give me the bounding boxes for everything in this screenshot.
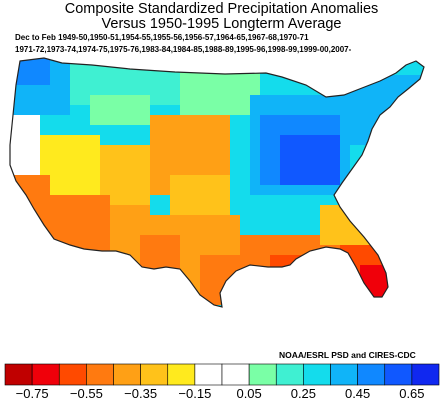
legend-tick-label: 0.45 xyxy=(344,386,371,401)
data-source-credit: NOAA/ESRL PSD and CIRES-CDC xyxy=(279,350,416,360)
legend-swatch xyxy=(31,363,60,386)
legend-swatch xyxy=(221,363,250,386)
legend-tick-label: −0.75 xyxy=(15,386,49,401)
legend-swatch xyxy=(86,363,114,386)
legend-tick-label: −0.55 xyxy=(69,386,103,401)
map-title-line1: Composite Standardized Precipitation Ano… xyxy=(64,1,379,17)
legend-swatch xyxy=(384,363,413,386)
legend-tick-label: 0.25 xyxy=(290,386,317,401)
legend-swatch xyxy=(330,363,358,386)
legend-swatch xyxy=(194,363,223,386)
legend-tick-label: 0.05 xyxy=(236,386,262,401)
legend-swatch xyxy=(303,363,331,386)
legend-tick-label: −0.15 xyxy=(178,386,212,401)
legend-swatch xyxy=(411,363,440,386)
legend-swatch xyxy=(248,363,277,386)
legend-swatch xyxy=(167,363,196,386)
map-title-line2: Versus 1950-1995 Longterm Average xyxy=(101,16,342,32)
legend-swatch xyxy=(140,363,169,386)
season-years-line1: Dec to Feb 1949-50,1950-51,1954-55,1955-… xyxy=(15,33,309,42)
legend-swatch xyxy=(113,363,141,386)
legend-tick-label: 0.65 xyxy=(399,386,425,401)
season-years-line2: 1971-72,1973-74,1974-75,1975-76,1983-84,… xyxy=(15,45,352,54)
color-scale-legend xyxy=(4,363,440,386)
legend-tick-label: −0.35 xyxy=(124,386,158,401)
legend-swatch xyxy=(275,363,304,386)
legend-swatch xyxy=(58,363,87,386)
precipitation-anomaly-map xyxy=(9,57,425,308)
legend-swatch xyxy=(4,363,33,386)
legend-swatch xyxy=(357,363,386,386)
